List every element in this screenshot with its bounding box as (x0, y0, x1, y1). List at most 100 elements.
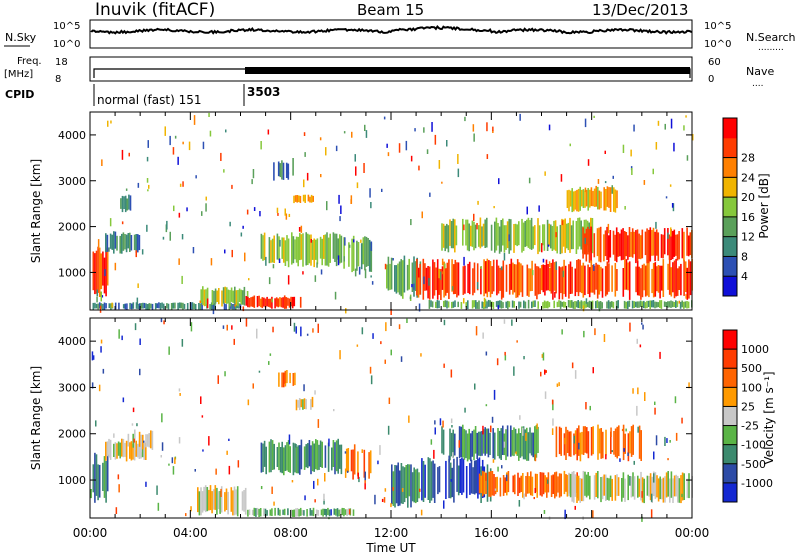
data-cell (574, 190, 577, 210)
data-cell (675, 234, 677, 256)
data-speckle (644, 392, 646, 401)
data-cell (158, 302, 160, 309)
data-cell (431, 301, 434, 308)
data-cell (121, 195, 124, 213)
data-cell (550, 224, 552, 249)
data-speckle (102, 368, 105, 374)
data-cell (609, 230, 612, 258)
data-cell (532, 432, 534, 458)
data-cell (531, 260, 533, 291)
data-cell (140, 434, 142, 453)
data-cell (539, 472, 542, 496)
data-speckle (542, 258, 545, 263)
data-cell (505, 264, 508, 292)
data-speckle (110, 120, 112, 124)
data-cell (651, 476, 653, 503)
data-speckle (486, 122, 488, 132)
data-cell (630, 476, 633, 498)
data-speckle (612, 175, 614, 179)
data-cell (441, 426, 443, 454)
data-cell (499, 300, 501, 308)
data-speckle (172, 147, 175, 155)
data-cell (324, 234, 327, 266)
data-cell (113, 231, 115, 254)
data-cell (494, 432, 496, 460)
data-speckle (492, 459, 495, 463)
data-cell (251, 509, 254, 516)
nave-label: Nave (746, 65, 774, 78)
data-cell (351, 238, 353, 273)
data-cell (275, 297, 278, 307)
data-cell (394, 465, 396, 508)
colorbar-segment (723, 216, 737, 238)
data-cell (651, 300, 653, 308)
data-speckle (611, 450, 613, 453)
data-cell (145, 434, 147, 448)
data-cell (584, 265, 586, 296)
data-cell (492, 259, 495, 292)
data-cell (471, 430, 474, 457)
data-speckle (413, 283, 415, 290)
data-cell (488, 260, 490, 292)
data-speckle (229, 221, 231, 227)
data-cell (297, 400, 299, 408)
data-cell (433, 463, 436, 503)
data-cell (656, 475, 658, 498)
data-cell (675, 474, 677, 497)
data-cell (656, 266, 658, 292)
data-cell (200, 289, 202, 303)
data-speckle (316, 262, 318, 268)
data-cell (235, 489, 237, 515)
data-cell (444, 225, 446, 252)
data-cell (427, 457, 430, 500)
data-cell (304, 194, 306, 203)
data-cell (140, 303, 143, 309)
data-cell (668, 259, 671, 295)
data-cell (625, 259, 628, 290)
data-cell (253, 295, 256, 308)
data-speckle (497, 466, 499, 472)
data-cell (182, 302, 184, 310)
data-cell (225, 304, 227, 310)
data-cell (106, 248, 109, 286)
data-cell (339, 509, 342, 516)
data-cell (292, 373, 295, 386)
data-cell (646, 228, 648, 264)
data-cell (569, 473, 572, 498)
data-cell (505, 225, 507, 250)
data-speckle (652, 168, 654, 175)
data-speckle (313, 480, 315, 489)
data-cell (570, 431, 572, 457)
data-cell (300, 439, 303, 470)
data-speckle (498, 178, 500, 185)
data-cell (479, 217, 482, 249)
data-speckle (323, 493, 325, 501)
data-speckle (622, 144, 625, 153)
data-cell (571, 266, 573, 294)
data-cell (148, 433, 150, 448)
data-cell (233, 486, 236, 516)
data-speckle (475, 326, 478, 336)
data-speckle (473, 213, 475, 222)
data-speckle (400, 356, 403, 362)
data-cell (302, 233, 304, 267)
data-speckle (653, 473, 655, 483)
data-speckle (418, 165, 420, 171)
data-cell (453, 458, 455, 503)
data-speckle (665, 196, 668, 199)
data-cell (480, 266, 482, 295)
data-cell (307, 194, 310, 202)
data-cell (110, 303, 112, 310)
data-cell (281, 237, 283, 259)
data-speckle (100, 346, 102, 353)
data-cell (105, 247, 107, 297)
data-speckle (226, 450, 228, 455)
data-speckle (674, 396, 677, 404)
data-cell (568, 472, 570, 496)
data-speckle (406, 318, 408, 323)
data-speckle (96, 296, 98, 303)
data-cell (253, 507, 256, 517)
data-cell (348, 242, 350, 267)
data-cell (483, 259, 485, 297)
data-cell (486, 301, 488, 309)
